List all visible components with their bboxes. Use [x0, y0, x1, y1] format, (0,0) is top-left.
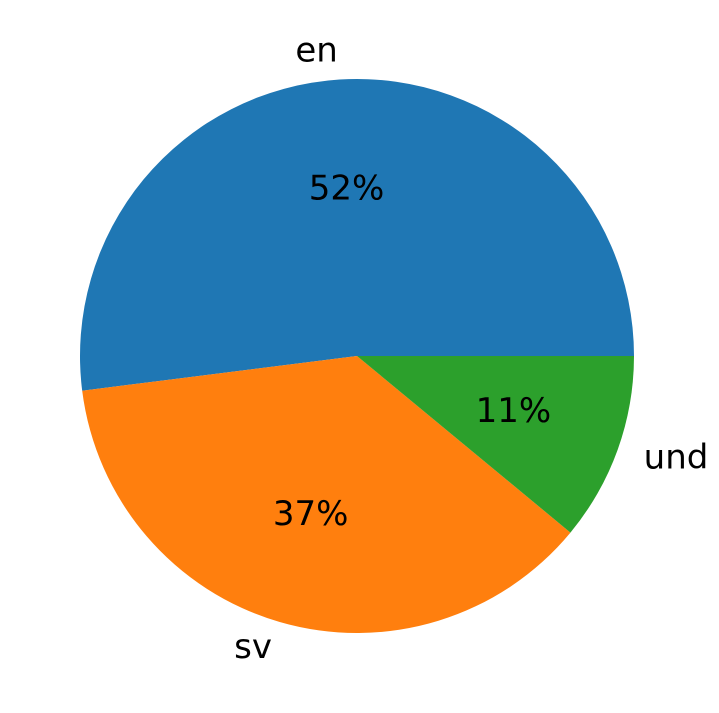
slice-label-und: und — [644, 438, 709, 478]
pie-slice-sv — [82, 356, 571, 633]
pie-slices — [79, 79, 634, 633]
slice-label-en: en — [295, 30, 337, 70]
slice-percent-en: 52% — [309, 169, 385, 209]
slice-percent-und: 11% — [476, 391, 552, 431]
slice-label-sv: sv — [234, 627, 272, 667]
pie-slice-und — [357, 356, 634, 533]
slice-percent-sv: 37% — [273, 494, 349, 534]
pie-labels: en 52% sv 37% und 11% — [234, 30, 708, 667]
pie-slice-en — [79, 79, 634, 391]
